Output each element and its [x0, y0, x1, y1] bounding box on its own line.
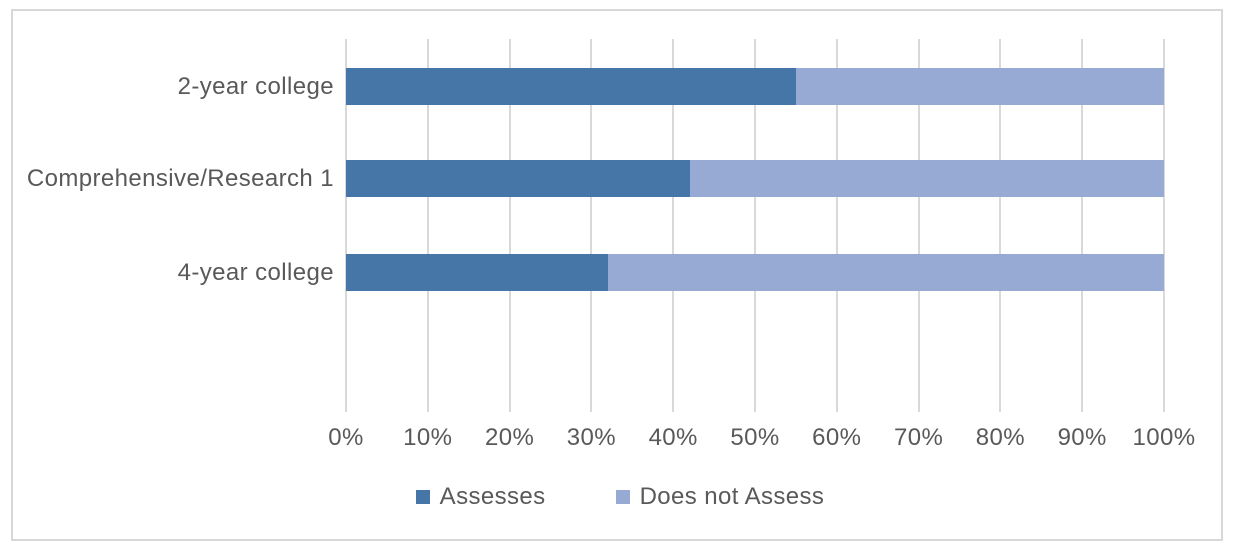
- x-tick-label: 90%: [1057, 424, 1107, 451]
- legend-label: Does not Assess: [639, 483, 825, 510]
- legend-swatch-icon: [615, 490, 630, 504]
- x-tick-label: 70%: [893, 424, 944, 451]
- gridline-50%: [754, 39, 756, 412]
- bar-segment-assesses: [346, 254, 608, 291]
- legend-label: Assesses: [439, 483, 546, 510]
- gridline-70%: [917, 39, 920, 412]
- gridline-100%: [1163, 39, 1165, 412]
- legend-item-assesses: Assesses: [415, 483, 546, 511]
- legend-item-does-not-assess: Does not Assess: [615, 483, 825, 511]
- bar-segment-does-not-assess: [795, 68, 1164, 105]
- category-label: 2-year college: [177, 73, 334, 100]
- gridline-0%: [345, 39, 347, 412]
- x-tick-label: 20%: [484, 424, 535, 451]
- legend-swatch-icon: [415, 490, 430, 504]
- bar-row: [346, 160, 1164, 197]
- gridline-20%: [508, 39, 511, 412]
- x-tick-label: 10%: [403, 424, 453, 451]
- legend: Assesses Does not Assess: [0, 483, 1240, 511]
- gridline-30%: [590, 39, 593, 412]
- category-label: 4-year college: [177, 259, 334, 286]
- gridline-60%: [835, 39, 838, 412]
- x-tick-label: 40%: [648, 424, 698, 451]
- gridline-80%: [999, 39, 1002, 412]
- bar-segment-assesses: [346, 160, 690, 197]
- x-tick-label: 60%: [812, 424, 862, 451]
- category-label: Comprehensive/Research 1: [26, 165, 334, 192]
- x-tick-label: 100%: [1132, 424, 1196, 451]
- x-tick-label: 0%: [328, 424, 364, 451]
- gridline-10%: [426, 39, 429, 412]
- bar-segment-does-not-assess: [689, 160, 1164, 197]
- bar-row: [346, 68, 1164, 105]
- plot-area: [345, 39, 1165, 412]
- x-tick-label: 30%: [566, 424, 617, 451]
- bar-segment-does-not-assess: [607, 254, 1164, 291]
- x-tick-label: 80%: [975, 424, 1026, 451]
- x-tick-label: 50%: [730, 424, 780, 451]
- gridline-90%: [1081, 39, 1084, 412]
- bar-segment-assesses: [346, 68, 796, 105]
- bar-row: [346, 254, 1164, 291]
- gridline-40%: [672, 39, 675, 412]
